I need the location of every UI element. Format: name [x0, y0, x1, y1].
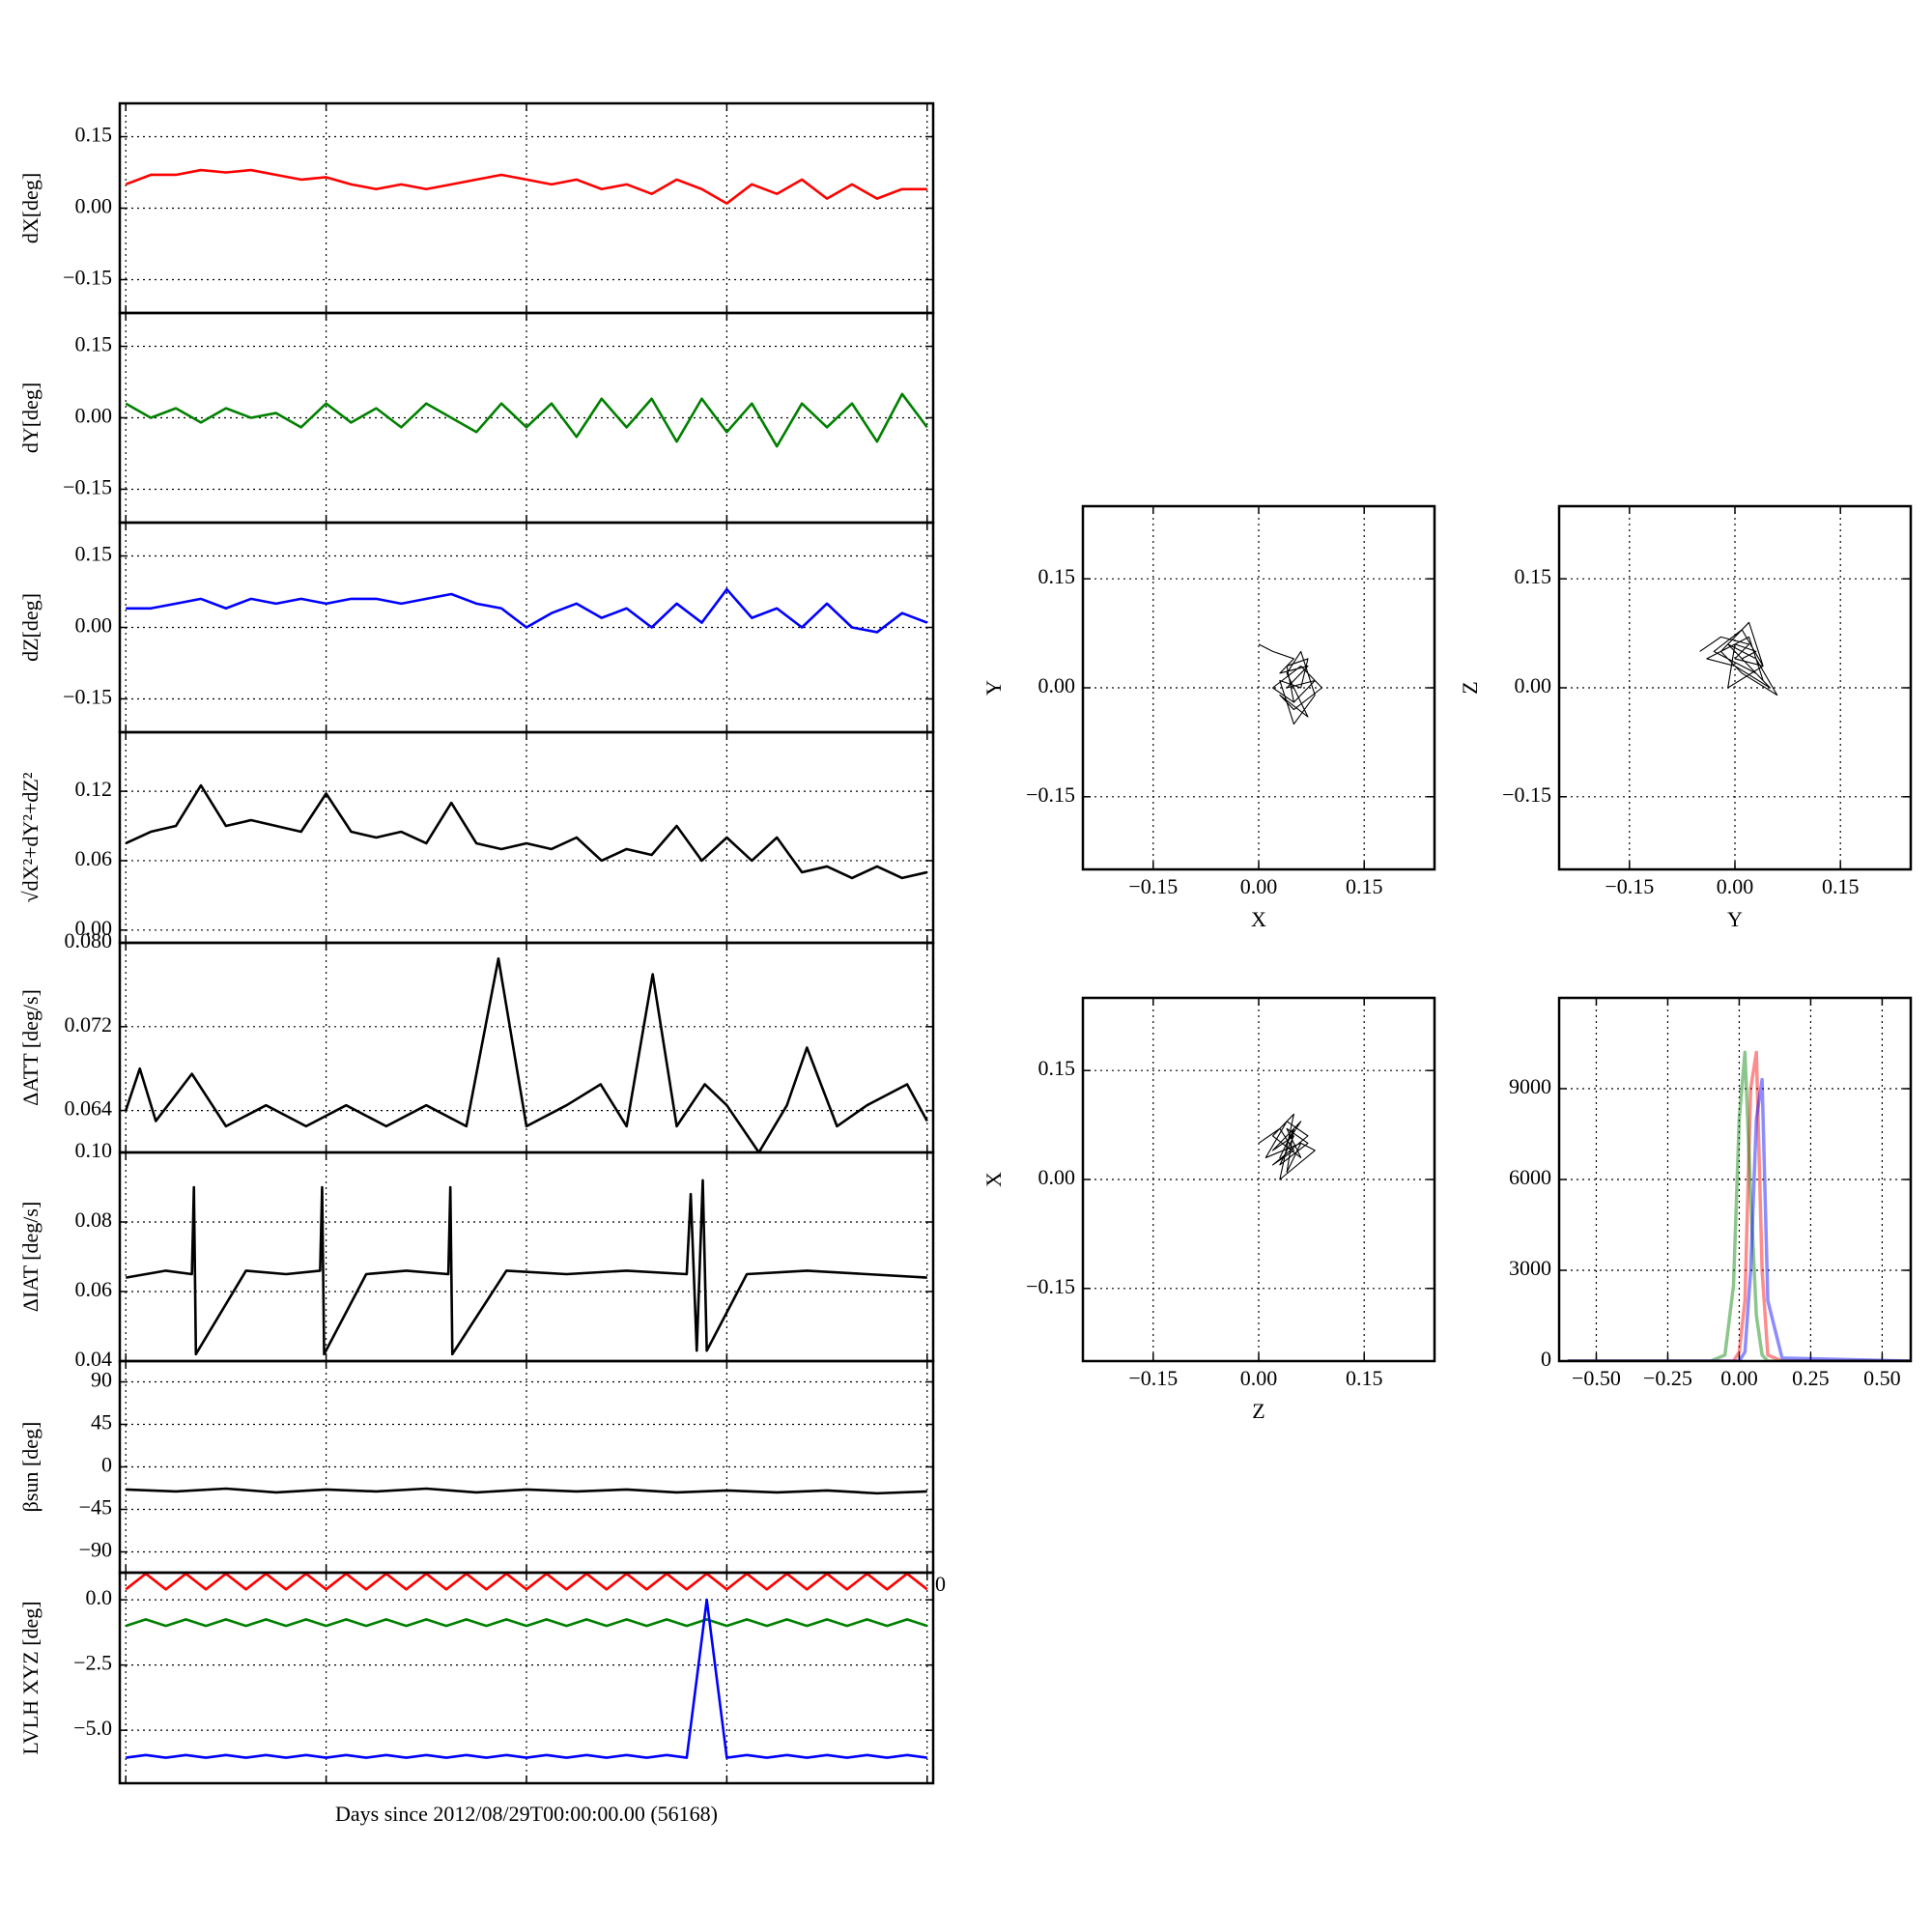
series-line	[126, 587, 928, 634]
x-tick-label: 0.00	[1717, 874, 1754, 898]
x-tick-label: −0.15	[1605, 874, 1654, 898]
y-tick-label: −0.15	[63, 475, 112, 499]
x-tick-label: 0.15	[1346, 1366, 1383, 1390]
y-tick-label: 0.15	[1038, 1056, 1076, 1080]
y-tick-label: 0.072	[65, 1012, 113, 1037]
series-line	[125, 1179, 927, 1356]
series-line	[126, 1487, 927, 1495]
x-axis-label: Y	[1727, 907, 1743, 931]
y-tick-label: 3000	[1509, 1256, 1551, 1280]
y-tick-label: 0.00	[1038, 1165, 1076, 1189]
y-tick-label: 0.00	[1038, 673, 1076, 697]
y-tick-label: 0.06	[75, 1277, 113, 1301]
series-line	[1699, 621, 1778, 696]
x-tick-label: 0.25	[1792, 1366, 1830, 1390]
y-tick-label: 0.15	[1038, 564, 1076, 588]
y-tick-label: 0.12	[75, 777, 113, 801]
y-tick-label: 0.00	[1515, 673, 1552, 697]
y-tick-label: 45	[91, 1410, 112, 1435]
y-axis-label: ΔATT [deg/s]	[18, 989, 43, 1106]
series-line	[125, 168, 927, 205]
y-tick-label: 0.064	[65, 1096, 113, 1121]
series-line	[1258, 643, 1323, 725]
y-tick-label: 0.15	[75, 123, 113, 147]
series-line	[125, 1618, 928, 1628]
annotation: 0	[935, 1572, 946, 1596]
y-tick-label: −0.15	[1026, 1274, 1075, 1298]
y-axis-label: X	[981, 1172, 1006, 1187]
y-axis-label: ΔIAT [deg/s]	[18, 1202, 43, 1313]
y-axis-label: √dX²+dY²+dZ²	[18, 772, 43, 902]
x-axis-label: Z	[1252, 1399, 1264, 1423]
y-tick-label: 0.15	[75, 332, 113, 356]
y-tick-label: −0.15	[63, 266, 112, 290]
y-axis-label: dZ[deg]	[18, 593, 43, 662]
y-tick-label: −0.15	[63, 685, 112, 709]
x-tick-label: −0.25	[1643, 1366, 1692, 1390]
series-line	[125, 1573, 928, 1591]
y-tick-label: −0.15	[1026, 782, 1075, 807]
y-tick-label: 0.08	[75, 1208, 113, 1232]
plot-frame	[1081, 504, 1436, 871]
series-line	[1567, 1050, 1911, 1361]
x-tick-label: 0.00	[1240, 874, 1278, 898]
y-tick-label: 0.00	[75, 916, 113, 940]
y-tick-label: −0.15	[1502, 782, 1551, 807]
y-tick-label: 0.06	[75, 846, 113, 870]
y-tick-label: 0.15	[1515, 564, 1552, 588]
series-line	[126, 1598, 927, 1759]
y-axis-label: dY[deg]	[18, 383, 43, 453]
x-axis-label: Days since 2012/08/29T00:00:00.00 (56168…	[335, 1802, 718, 1826]
plot-frame	[118, 1571, 935, 1785]
y-tick-label: −90	[79, 1538, 112, 1562]
series-line	[125, 392, 928, 448]
y-tick-label: 9000	[1509, 1074, 1551, 1098]
y-tick-label: 90	[91, 1368, 112, 1392]
x-tick-label: 0.15	[1346, 874, 1383, 898]
y-axis-label: Z	[1458, 681, 1482, 694]
series-line	[1567, 1077, 1911, 1361]
y-tick-label: 0.00	[75, 404, 113, 428]
y-tick-label: 0.10	[75, 1138, 113, 1162]
y-tick-label: −5.0	[73, 1716, 112, 1740]
plot-frame	[1557, 504, 1913, 871]
y-tick-label: −45	[79, 1495, 112, 1520]
plot-frame	[1081, 996, 1436, 1363]
y-tick-label: 0	[101, 1453, 112, 1477]
x-tick-label: −0.50	[1572, 1366, 1621, 1390]
y-tick-label: 0.080	[65, 928, 113, 952]
x-tick-label: 0.00	[1720, 1366, 1758, 1390]
y-axis-label: dX[deg]	[18, 173, 43, 243]
series-line	[1258, 1113, 1316, 1180]
series-line	[125, 783, 928, 880]
x-tick-label: 0.50	[1863, 1366, 1901, 1390]
y-tick-label: 0	[1541, 1347, 1551, 1371]
y-axis-label: βsun [deg]	[18, 1422, 43, 1513]
y-axis-label: Y	[981, 680, 1006, 696]
y-tick-label: 0.00	[75, 613, 113, 638]
x-axis-label: X	[1251, 907, 1266, 931]
x-tick-label: −0.15	[1128, 1366, 1178, 1390]
y-tick-label: 6000	[1509, 1165, 1551, 1189]
y-tick-label: −2.5	[73, 1651, 112, 1675]
x-tick-label: −0.15	[1128, 874, 1178, 898]
x-tick-label: 0.00	[1240, 1366, 1278, 1390]
y-axis-label: LVLH XYZ [deg]	[18, 1601, 43, 1754]
y-tick-label: 0.04	[75, 1347, 113, 1371]
series-line	[1567, 1050, 1911, 1361]
y-tick-label: 0.00	[75, 194, 113, 218]
y-tick-label: 0.15	[75, 542, 113, 566]
y-tick-label: 0.0	[86, 1585, 113, 1609]
x-tick-label: 0.15	[1822, 874, 1860, 898]
plot-frame	[1557, 996, 1913, 1363]
series-line	[124, 956, 928, 1152]
